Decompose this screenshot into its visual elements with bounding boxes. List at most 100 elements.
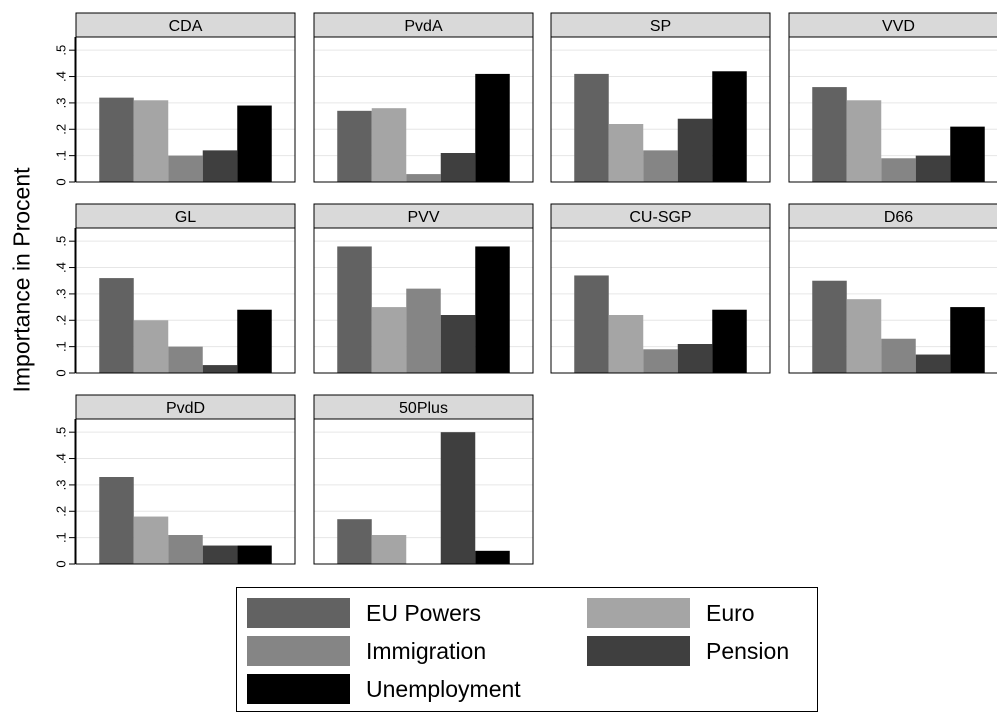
panel-header-pvdd [75,394,296,420]
bar-50plus-unemployment [475,550,510,564]
bar-cu-sgp-unemployment [712,309,747,373]
panel-title-d66: D66 [884,209,913,226]
panel-frame-cda [75,36,296,183]
bar-pvv-unemployment [475,246,510,373]
y-tick-label: .1 [53,341,68,352]
panel-frame-50plus [313,418,534,565]
y-tick-label: .3 [53,479,68,490]
bar-sp-pension [677,118,713,182]
panel-header-vvd [788,12,997,38]
panel-frame-vvd [788,36,997,183]
bar-gl-unemployment [237,309,272,373]
bar-cu-sgp-eu-powers [574,275,609,373]
legend-label: Euro [706,599,755,626]
panel-title-pvda: PvdA [404,18,443,35]
y-tick-label: 0 [53,178,68,185]
panel-header-d66 [788,203,997,229]
bar-vvd-pension [915,155,951,182]
bar-pvdd-immigration [168,535,203,564]
y-tick-label: .4 [53,453,68,464]
bar-50plus-eu-powers [337,519,372,564]
bar-cu-sgp-euro [608,315,644,373]
y-tick-label: .5 [53,236,68,247]
legend-item-pension: Pension [587,636,789,666]
bar-d66-immigration [881,338,916,373]
bar-pvda-eu-powers [337,110,372,182]
bar-gl-euro [133,320,169,373]
legend-swatch [587,636,690,666]
y-tick-label: .1 [53,150,68,161]
bar-sp-euro [608,124,644,182]
panel-frame-pvda [313,36,534,183]
panel-title-cu-sgp: CU-SGP [629,209,691,226]
panel-header-sp [550,12,771,38]
y-tick-label: .4 [53,71,68,82]
panel-frame-sp [550,36,771,183]
bar-d66-euro [846,299,882,373]
bar-d66-unemployment [950,307,985,373]
bar-d66-pension [915,354,951,373]
panel-title-gl: GL [175,209,196,226]
y-tick-label: 0 [53,560,68,567]
bar-pvda-immigration [406,174,441,182]
panel-title-sp: SP [650,18,671,35]
legend-swatch [587,598,690,628]
bar-pvdd-eu-powers [99,477,134,564]
bar-gl-immigration [168,346,203,373]
y-tick-label: .2 [53,124,68,135]
y-tick-label: .2 [53,506,68,517]
y-axis-title: Importance in Procent [6,120,38,440]
bar-cda-unemployment [237,105,272,182]
legend-swatch [247,636,350,666]
bar-pvv-pension [440,315,476,373]
legend-label: Unemployment [366,675,521,702]
panel-frame-cu-sgp [550,227,771,374]
y-tick-label: .5 [53,45,68,56]
legend-item-immigration: Immigration [247,636,486,666]
bar-pvv-immigration [406,288,441,373]
legend-swatch [247,598,350,628]
panel-frame-d66 [788,227,997,374]
bar-pvv-eu-powers [337,246,372,373]
legend: EU Powers Euro Immigration Pension Unemp… [236,587,818,712]
legend-label: EU Powers [366,599,482,626]
bar-cda-eu-powers [99,97,134,182]
panel-header-pvda [313,12,534,38]
bar-pvdd-pension [202,545,238,564]
panel-header-50plus [313,394,534,420]
panel-title-pvdd: PvdD [166,400,205,417]
legend-label: Pension [706,637,790,664]
y-axis-title-text: Importance in Procent [8,167,35,393]
y-tick-label: .1 [53,532,68,543]
panel-header-pvv [313,203,534,229]
panel-header-gl [75,203,296,229]
panel-title-cda: CDA [169,18,203,35]
bar-50plus-euro [371,535,407,564]
legend-swatch [247,674,350,704]
bar-pvda-pension [440,153,476,182]
bar-vvd-unemployment [950,126,985,182]
bar-pvv-euro [371,307,407,373]
legend-item-unemployment: Unemployment [247,674,521,704]
bar-50plus-pension [440,432,476,564]
legend-label: Immigration [366,637,487,664]
bar-cda-pension [202,150,238,182]
bar-cda-immigration [168,155,203,182]
bar-gl-pension [202,365,238,373]
bar-vvd-immigration [881,158,916,182]
panel-header-cda [75,12,296,38]
bar-cu-sgp-pension [677,344,713,373]
y-tick-label: 0 [53,369,68,376]
bar-sp-immigration [643,150,678,182]
bar-sp-unemployment [712,71,747,182]
bar-vvd-euro [846,100,882,182]
y-tick-label: .5 [53,427,68,438]
bar-pvdd-unemployment [237,545,272,564]
bar-vvd-eu-powers [812,87,847,182]
bar-pvda-euro [371,108,407,182]
bar-pvdd-euro [133,516,169,564]
y-tick-label: .3 [53,97,68,108]
bar-sp-eu-powers [574,73,609,182]
bar-d66-eu-powers [812,280,847,373]
